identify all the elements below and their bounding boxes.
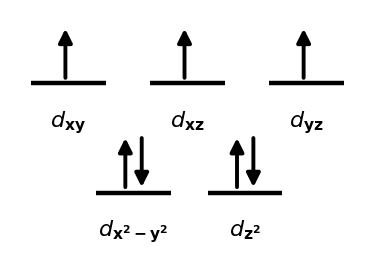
Text: $\mathbf{\mathit{d}_{xy}}$: $\mathbf{\mathit{d}_{xy}}$ — [50, 109, 86, 136]
Text: $\mathbf{\mathit{d}_{yz}}$: $\mathbf{\mathit{d}_{yz}}$ — [289, 109, 324, 136]
Text: $\mathbf{\mathit{d}_{x^2-y^2}}$: $\mathbf{\mathit{d}_{x^2-y^2}}$ — [98, 219, 169, 245]
Text: $\mathbf{\mathit{d}_{xz}}$: $\mathbf{\mathit{d}_{xz}}$ — [170, 109, 205, 133]
Text: $\mathbf{\mathit{d}_{z^2}}$: $\mathbf{\mathit{d}_{z^2}}$ — [229, 219, 261, 242]
